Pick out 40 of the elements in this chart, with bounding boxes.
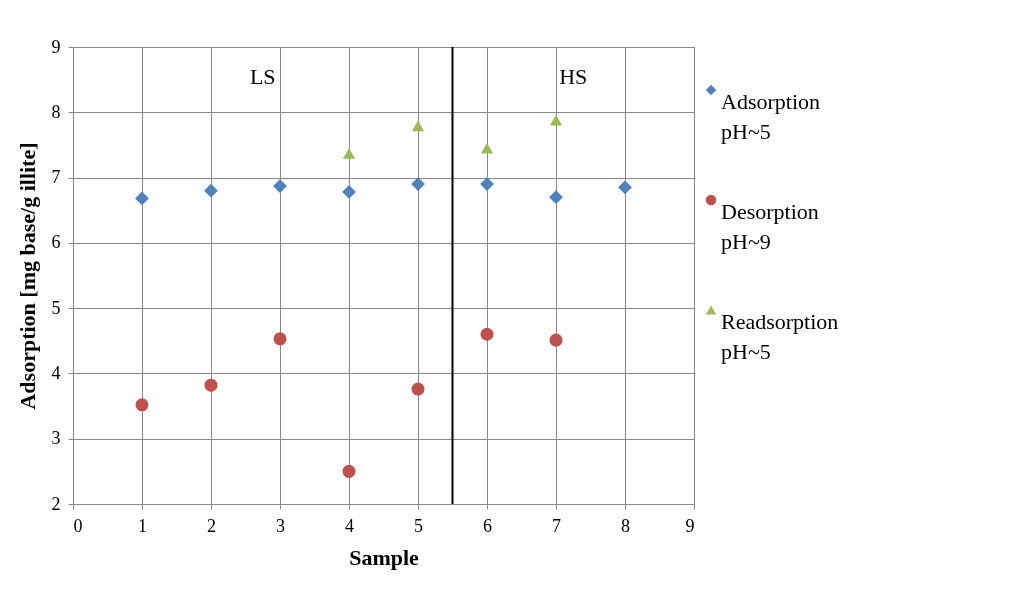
point bbox=[342, 148, 356, 159]
point bbox=[480, 142, 494, 154]
x-tick-label: 9 bbox=[685, 515, 695, 536]
point bbox=[135, 191, 149, 206]
legend-label: Readsorption pH~5 bbox=[721, 309, 839, 364]
point bbox=[618, 180, 632, 195]
y-tick-label: 2 bbox=[51, 493, 61, 514]
point bbox=[549, 333, 563, 347]
point bbox=[480, 327, 494, 341]
y-tick-label: 7 bbox=[51, 167, 61, 188]
point bbox=[273, 332, 287, 346]
x-tick-label: 2 bbox=[207, 515, 216, 536]
x-tick-label: 6 bbox=[483, 515, 492, 536]
point bbox=[204, 183, 218, 198]
y-tick-label: 6 bbox=[51, 232, 61, 253]
x-tick-label: 7 bbox=[552, 515, 561, 536]
annotation: HS bbox=[559, 64, 588, 89]
annotation: LS bbox=[249, 64, 276, 89]
x-tick-label: 8 bbox=[621, 515, 630, 536]
point bbox=[411, 120, 425, 132]
point bbox=[135, 398, 149, 412]
y-tick-label: 8 bbox=[51, 101, 61, 122]
y-tick-label: 3 bbox=[51, 428, 61, 449]
point bbox=[549, 190, 563, 205]
point bbox=[411, 382, 425, 396]
x-tick-label: 3 bbox=[276, 515, 285, 536]
point bbox=[549, 114, 563, 126]
point bbox=[204, 378, 218, 392]
legend-label: Adsorption pH~5 bbox=[721, 89, 820, 144]
y-tick-label: 5 bbox=[51, 297, 61, 318]
point bbox=[342, 464, 356, 478]
x-tick-label: 0 bbox=[73, 515, 83, 536]
x-tick-label: 5 bbox=[414, 515, 423, 536]
x-tick-label: 1 bbox=[138, 515, 147, 536]
x-axis-title: Sample bbox=[349, 544, 420, 570]
x-tick-label: 4 bbox=[345, 515, 354, 536]
y-tick-label: 9 bbox=[51, 36, 61, 57]
y-axis-title: Adsorption [mg base/g illite] bbox=[14, 142, 40, 410]
y-tick-label: 4 bbox=[51, 362, 61, 383]
legend-label: Desorption pH~9 bbox=[721, 199, 819, 254]
